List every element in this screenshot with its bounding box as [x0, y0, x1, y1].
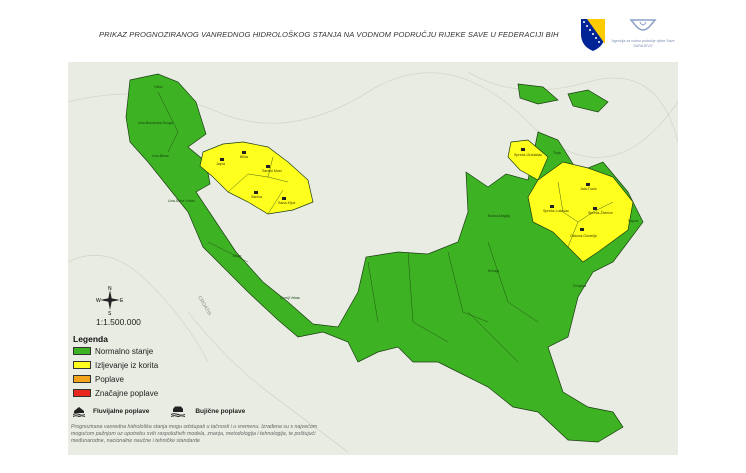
region-label: Tinja	[553, 151, 561, 155]
compass-w: W	[96, 298, 101, 304]
legend-item-normal: Normalno stanje	[73, 346, 153, 356]
region-normal-west[interactable]	[125, 73, 644, 443]
legend-swatch	[73, 361, 91, 369]
region-overflow-east-2[interactable]	[527, 161, 634, 263]
region-label: Spreča-Živinice	[588, 210, 613, 215]
country-label: CROATIA	[196, 295, 212, 318]
region-label: Sapna	[628, 219, 638, 223]
map-title: PRIKAZ PROGNOZIRANOG VANREDNOG HIDROLOŠK…	[99, 30, 559, 39]
compass-n: N	[108, 286, 112, 292]
region-label: Oskova-Gostelja	[570, 234, 597, 238]
region-normal-north-1[interactable]	[517, 83, 559, 105]
region-normal-north-2[interactable]	[567, 89, 609, 113]
legend-item-overflow: Izljevanje iz korita	[73, 360, 158, 370]
compass-e: E	[120, 298, 124, 304]
region-label: Japra	[216, 162, 225, 166]
car-flood-icon	[171, 406, 186, 417]
map-scale: 1:1.500.000	[96, 317, 141, 327]
legend-item-major-floods: Značajne poplave	[73, 388, 158, 398]
compass-s: S	[108, 311, 112, 315]
region-overflow-west[interactable]	[199, 141, 314, 215]
region-label: Spreča-Lukavac	[543, 209, 569, 213]
legend-label: Značajne poplave	[95, 388, 159, 398]
agency-logo-icon	[629, 19, 657, 31]
region-label: Bosna-Maglaj	[488, 214, 510, 218]
region-label: Unac	[233, 254, 242, 258]
region-label: Krivaja	[488, 269, 499, 273]
region-label: Una-Sutra Vrbas	[168, 199, 195, 203]
compass-rose: N S E W	[96, 286, 124, 315]
region-label: Glina	[154, 85, 162, 89]
torrential-label: Bujične poplave	[195, 408, 246, 415]
legend-label: Poplave	[95, 374, 124, 384]
region-label: Jala-Tuzla	[580, 187, 596, 191]
legend-title: Legenda	[73, 334, 108, 344]
region-label: Una-Bihać	[152, 154, 169, 158]
house-flood-icon	[73, 407, 85, 417]
region-label: Spreča-Gradačac	[514, 153, 542, 157]
legend-label: Izljevanje iz korita	[95, 360, 159, 370]
region-label: Sanski Most	[262, 169, 282, 173]
disclaimer: Prognozirana vanredna hidrološka stanja …	[71, 424, 318, 444]
legend-label: Normalno stanje	[95, 346, 154, 356]
region-label: Bliha	[240, 155, 248, 159]
agency-logo: Agencija za vodno područje rijeke Save S…	[608, 18, 678, 48]
legend-swatch	[73, 389, 91, 397]
map-canvas: CROATIA Japra Bliha Sanski Most Sanica S…	[68, 71, 678, 453]
fluvial-flood-markers	[220, 148, 597, 231]
map-view[interactable]: CROATIA Japra Bliha Sanski Most Sanica S…	[68, 62, 678, 455]
region-label: Una-Bosanska Dvoga	[138, 121, 173, 125]
region-label: Sana-Ključ	[278, 201, 296, 205]
region-label: Gornji Vrbas	[280, 296, 300, 300]
legend-swatch	[73, 347, 91, 355]
flood-type-legend: Fluvijalne poplave Bujične poplave	[73, 406, 245, 417]
coat-of-arms-logo	[581, 19, 605, 51]
region-label: Sanica	[251, 195, 262, 199]
legend-item-floods: Poplave	[73, 374, 124, 384]
legend-swatch	[73, 375, 91, 383]
fluvial-label: Fluvijalne poplave	[93, 408, 150, 415]
region-label: Drinjača	[573, 284, 586, 288]
agency-logo-text: Agencija za vodno područje rijeke Save S…	[611, 39, 675, 48]
